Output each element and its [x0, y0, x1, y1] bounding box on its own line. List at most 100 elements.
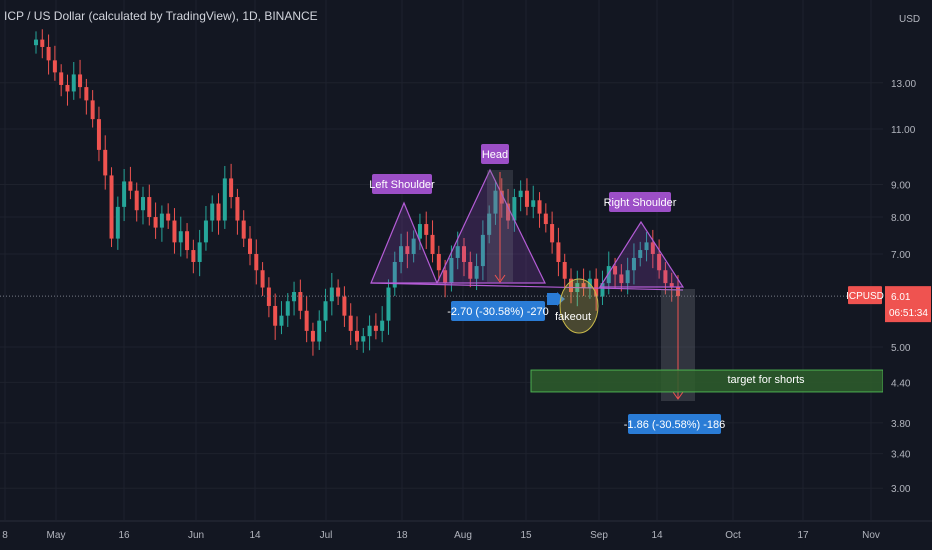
candle-body: [90, 100, 95, 120]
candle-body: [178, 231, 183, 243]
candle-body: [52, 60, 57, 73]
candle-body: [399, 246, 404, 262]
measure-target-label-bg: [628, 414, 721, 434]
candle-body: [417, 224, 422, 239]
candle-body: [185, 231, 190, 251]
time-tick-label: Aug: [454, 530, 472, 541]
candle-body: [96, 119, 101, 150]
candle-body: [285, 301, 290, 316]
candle-body: [191, 250, 196, 262]
candle-body: [273, 305, 278, 326]
candle-body: [128, 181, 133, 191]
right-shoulder-triangle: [598, 220, 685, 288]
price-tick-label: 5.00: [891, 343, 911, 354]
candle-body: [298, 292, 303, 311]
time-tick-label: 18: [396, 530, 408, 541]
candle-body: [556, 242, 561, 262]
candle-body: [380, 320, 385, 331]
time-tick-label: 14: [249, 530, 261, 541]
time-tick-label: Oct: [725, 530, 741, 541]
head-label-text: Head: [482, 149, 508, 161]
candle-body: [197, 242, 202, 262]
candle-body: [166, 213, 171, 221]
candle-body: [487, 213, 492, 235]
candle-body: [329, 287, 334, 302]
candle-body: [317, 320, 322, 342]
candle-body: [304, 310, 309, 331]
fakeout-circle: [559, 278, 599, 334]
candle-body: [254, 253, 259, 271]
right-shoulder-label-bg: [609, 192, 671, 212]
candle-body: [531, 200, 536, 207]
candle-body: [65, 84, 70, 92]
time-tick-label: 14: [651, 530, 663, 541]
candle-body: [562, 261, 567, 279]
price-tick-label: 7.00: [891, 250, 911, 261]
left-shoulder-label-text: Left Shoulder: [369, 179, 435, 191]
time-tick-label: May: [47, 530, 66, 541]
symbol-badge-text: ICPUSD: [846, 291, 884, 302]
candle-body: [153, 217, 158, 228]
candle-body: [613, 266, 618, 275]
candle-body: [631, 257, 636, 271]
candle-body: [147, 197, 152, 218]
candle-body: [405, 246, 410, 254]
time-axis[interactable]: 8 May 16 Jun 14 Jul 18 Aug 15 Sep 14 Oct 17 Nov: [0, 520, 932, 550]
left-shoulder-triangle: [370, 201, 438, 284]
left-shoulder-label: Left Shoulder: [369, 174, 435, 194]
measure-head-label-bg: [451, 301, 545, 321]
candle-body: [59, 72, 64, 85]
candle-body: [134, 190, 139, 211]
candle-body: [235, 197, 240, 221]
candle-body: [386, 287, 391, 321]
candle-body: [279, 315, 284, 326]
candle-body: [241, 220, 246, 239]
candle-body: [449, 257, 454, 284]
candle-body: [46, 46, 51, 61]
candle-body: [210, 203, 215, 221]
overlays: fakeout target for shorts: [0, 170, 884, 401]
candle-body: [569, 278, 573, 293]
candle-body: [109, 175, 114, 239]
pattern-drawings: Left Shoulder Head Right Shoulder -2.70 (-3…: [369, 144, 725, 434]
candle-body: [336, 287, 341, 297]
price-axis-bg: [883, 0, 932, 520]
candle-body: [462, 246, 466, 262]
price-tick-label: 8.00: [891, 213, 911, 224]
candle-body: [455, 246, 460, 258]
candle-body: [229, 178, 234, 198]
candle-body: [78, 74, 83, 88]
candle-body: [34, 39, 38, 46]
head-triangle: [436, 168, 546, 284]
chart-title: ICP / US Dollar (calculated by TradingVi…: [4, 9, 318, 23]
candle-body: [638, 250, 643, 258]
fakeout-label: fakeout: [555, 311, 591, 323]
candle-body: [260, 270, 265, 288]
candle-body: [543, 213, 548, 225]
candle-body: [103, 149, 108, 176]
candle-body: [436, 253, 441, 271]
candle-body: [248, 238, 252, 254]
candle-body: [424, 224, 429, 235]
time-tick-label: 8: [2, 530, 8, 541]
last-price-badge: [885, 286, 931, 323]
time-tick-label: Jun: [188, 530, 204, 541]
price-axis[interactable]: USD 13.00 11.00 9.00 8.00 7.00 5.00 4.40 3.80 3.4…: [846, 0, 932, 520]
candle-body: [663, 270, 668, 284]
candle-body: [367, 325, 372, 337]
candle-body: [222, 178, 227, 221]
price-tick-label: 3.80: [891, 419, 911, 430]
candle-body: [650, 242, 655, 254]
candle-body: [506, 203, 511, 221]
candle-body: [499, 190, 504, 204]
price-tick-label: 11.00: [891, 125, 916, 136]
candle-body: [348, 315, 353, 331]
candle-body: [122, 181, 127, 207]
measure-target-label: -1.86 (-30.58%) -186: [624, 414, 725, 434]
candle-body: [323, 301, 328, 321]
time-tick-label: 16: [118, 530, 130, 541]
price-tick-label: 3.40: [891, 450, 911, 461]
head-label: Head: [481, 144, 509, 164]
candle-body: [518, 190, 523, 198]
